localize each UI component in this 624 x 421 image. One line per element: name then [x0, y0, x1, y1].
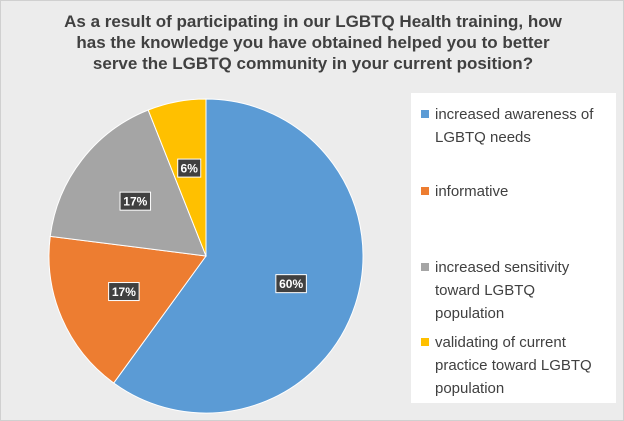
pie-slice-awareness — [113, 98, 364, 414]
legend-item-informative: informative — [411, 180, 616, 203]
legend: increased awareness of LGBTQ needs infor… — [411, 93, 616, 403]
legend-label-validating-line-3: population — [435, 380, 505, 397]
chart-title-line-3: serve the LGBTQ community in your curren… — [92, 54, 534, 73]
legend-swatch-awareness — [421, 110, 429, 118]
legend-label-awareness: increased awareness of LGBTQ needs — [435, 103, 615, 149]
legend-item-awareness: increased awareness of LGBTQ needs — [411, 103, 616, 149]
legend-swatch-validating — [421, 338, 429, 346]
legend-label-validating: validating of current practice toward LG… — [435, 331, 615, 400]
legend-swatch-informative — [421, 187, 429, 195]
legend-item-sensitivity: increased sensitivity toward LGBTQ popul… — [411, 256, 616, 325]
legend-label-informative-line-1: informative — [435, 183, 509, 200]
legend-label-awareness-line-1: increased awareness of — [435, 106, 594, 123]
data-label-box-validating — [177, 158, 202, 178]
data-label-validating: 6% — [177, 158, 202, 178]
data-label-text-sensitivity: 17% — [123, 195, 147, 209]
data-label-box-informative — [108, 282, 140, 302]
legend-swatch-sensitivity — [421, 263, 429, 271]
chart-title-line-1: As a result of participating in our LGBT… — [64, 12, 562, 31]
data-label-text-awareness: 60% — [279, 277, 303, 291]
legend-label-awareness-line-2: LGBTQ needs — [435, 129, 531, 146]
pie-slice-validating — [147, 98, 207, 257]
data-label-informative: 17% — [108, 282, 140, 302]
legend-label-validating-line-2: practice toward LGBTQ — [435, 357, 592, 374]
chart-title-line-2: has the knowledge you have obtained help… — [76, 33, 550, 52]
data-label-sensitivity: 17% — [119, 191, 152, 211]
data-label-box-sensitivity — [119, 191, 152, 211]
legend-label-sensitivity-line-1: increased sensitivity — [435, 259, 570, 276]
legend-label-sensitivity: increased sensitivity toward LGBTQ popul… — [435, 256, 615, 325]
data-label-text-validating: 6% — [181, 162, 199, 176]
data-label-box-awareness — [275, 274, 307, 294]
data-label-awareness: 60% — [275, 274, 307, 294]
pie-slice-sensitivity — [49, 109, 207, 257]
pie-slice-informative — [48, 235, 207, 384]
legend-item-validating: validating of current practice toward LG… — [411, 331, 616, 400]
legend-label-validating-line-1: validating of current — [435, 334, 566, 351]
legend-label-sensitivity-line-2: toward LGBTQ — [435, 282, 536, 299]
legend-label-informative: informative — [435, 180, 615, 203]
chart-title: As a result of participating in our LGBT… — [21, 11, 605, 74]
data-label-text-informative: 17% — [112, 285, 136, 299]
legend-label-sensitivity-line-3: population — [435, 305, 505, 322]
